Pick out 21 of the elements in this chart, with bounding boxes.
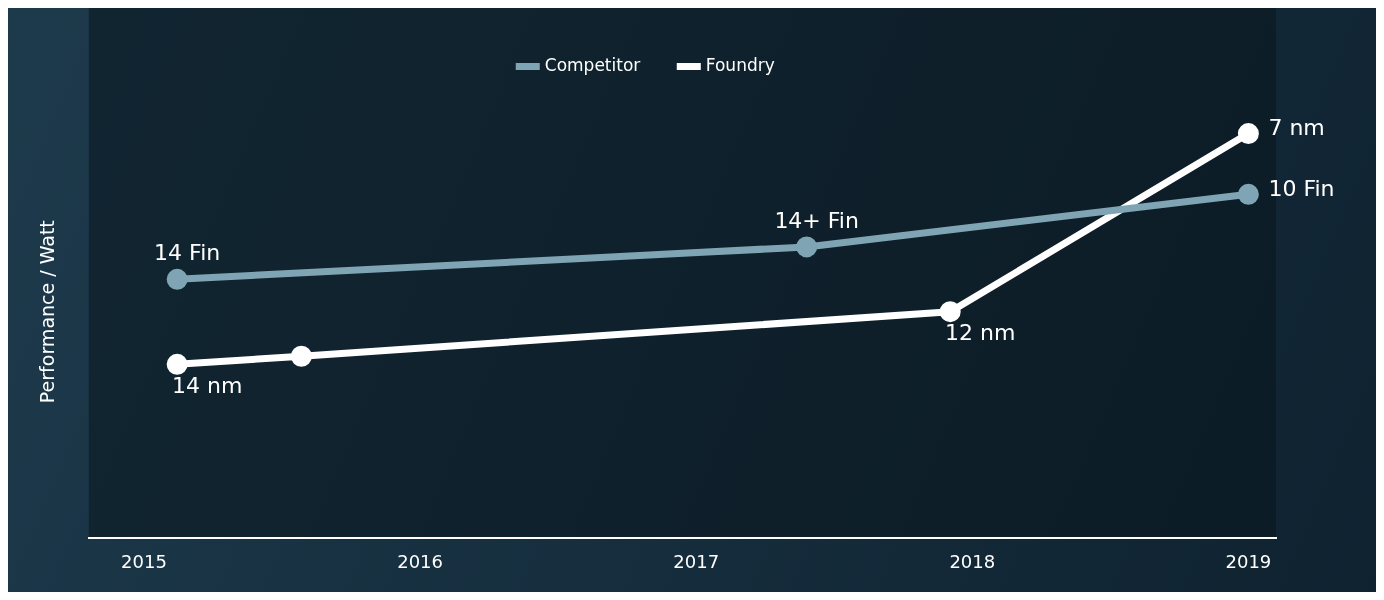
x-tick-label: 2019 [1225, 550, 1272, 572]
x-tick-label: 2016 [397, 550, 444, 572]
point [166, 353, 188, 375]
point [1237, 183, 1259, 205]
annotation: 7 nm [1268, 115, 1325, 141]
legend-label: Foundry [705, 54, 775, 75]
point [290, 345, 312, 367]
annotation: 14+ Fin [774, 207, 859, 233]
annotation: 10 Fin [1268, 176, 1335, 202]
x-tick-label: 2018 [949, 550, 996, 572]
x-tick-label: 2015 [121, 550, 167, 572]
point [1237, 123, 1259, 145]
annotation: 14 nm [171, 373, 243, 399]
point [166, 268, 188, 290]
y-axis-title: Performance / Watt [36, 220, 59, 404]
annotation: 14 Fin [154, 240, 221, 266]
x-tick-label: 2017 [673, 550, 720, 572]
point [939, 301, 961, 323]
annotation: 12 nm [945, 320, 1016, 346]
legend-label: Competitor [544, 54, 641, 75]
point [796, 236, 818, 258]
